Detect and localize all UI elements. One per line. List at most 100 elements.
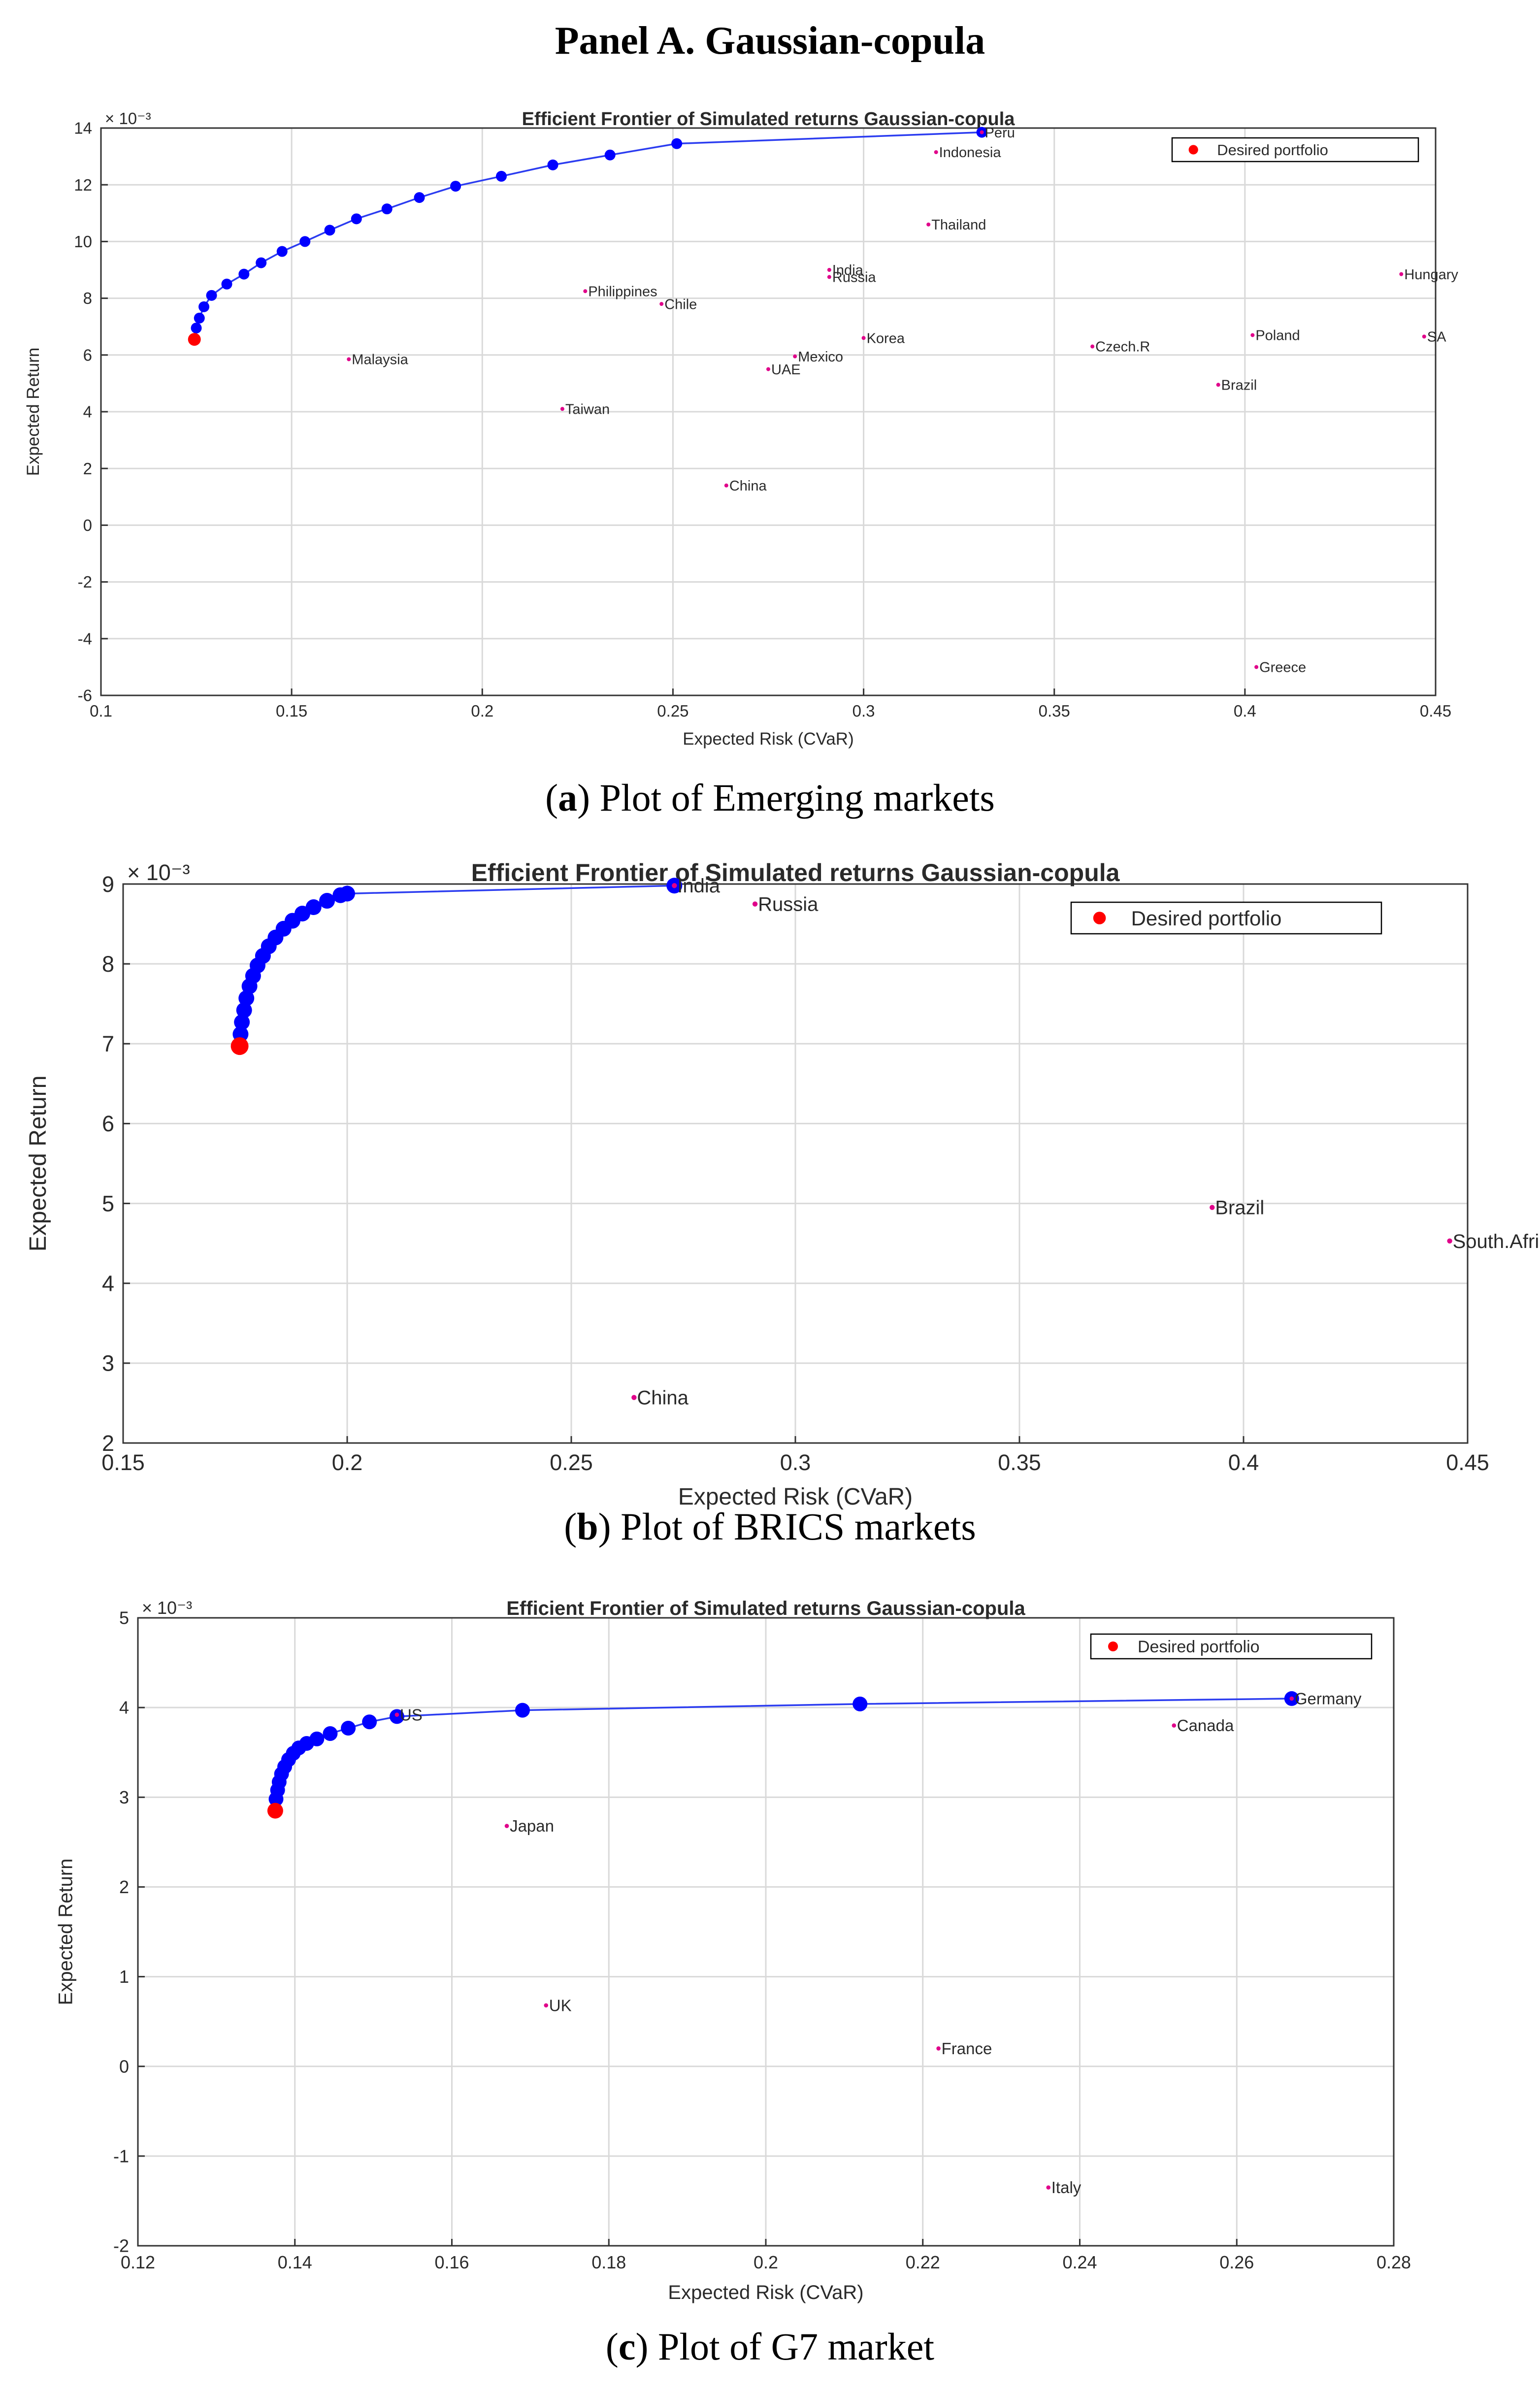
legend-box xyxy=(1090,1633,1373,1660)
x-axis-label: Expected Risk (CVaR) xyxy=(683,729,854,749)
x-tick-label: 0.2 xyxy=(754,2252,778,2272)
asset-marker-india xyxy=(672,883,677,888)
frontier-point xyxy=(319,893,335,909)
y-tick-label: -1 xyxy=(113,2146,129,2166)
asset-marker-philippines xyxy=(583,289,588,294)
asset-marker-uk xyxy=(544,2003,549,2008)
x-tick-label: 0.24 xyxy=(1062,2252,1097,2272)
y-tick-label: -2 xyxy=(78,573,92,591)
asset-marker-poland xyxy=(1250,333,1255,337)
asset-label-czech-r: Czech.R xyxy=(1095,339,1150,355)
asset-label-taiwan: Taiwan xyxy=(565,401,610,417)
y-tick-label: 5 xyxy=(119,1608,129,1628)
y-tick-label: 0 xyxy=(83,516,92,534)
x-tick-label: 0.35 xyxy=(998,1450,1041,1475)
x-tick-label: 0.18 xyxy=(591,2252,626,2272)
asset-label-south-africa: South.Africa xyxy=(1453,1231,1540,1252)
frontier-point xyxy=(299,236,311,247)
frontier-point xyxy=(238,990,255,1006)
frontier-point xyxy=(234,1014,250,1030)
frontier-point xyxy=(362,1714,377,1730)
y-tick-label: 2 xyxy=(119,1877,129,1897)
frontier-point xyxy=(381,203,393,215)
x-tick-label: 0.4 xyxy=(1234,702,1256,720)
asset-marker-sa xyxy=(1422,334,1426,339)
frontier-point xyxy=(194,312,205,324)
x-tick-label: 0.25 xyxy=(657,702,688,720)
y-tick-label: -2 xyxy=(113,2236,129,2256)
asset-marker-china xyxy=(631,1395,637,1400)
y-axis-label: Expected Return xyxy=(55,1859,76,2005)
legend-box xyxy=(1171,137,1419,163)
frontier-point xyxy=(324,225,335,236)
asset-marker-japan xyxy=(504,1824,509,1828)
asset-label-japan: Japan xyxy=(510,1817,554,1835)
legend-label: Desired portfolio xyxy=(1131,907,1282,930)
x-tick-label: 0.3 xyxy=(852,702,875,720)
asset-marker-thailand xyxy=(926,222,931,227)
panel-title: Panel A. Gaussian-copula xyxy=(555,19,985,63)
x-tick-label: 0.12 xyxy=(121,2252,155,2272)
asset-label-india: India xyxy=(677,875,720,897)
frontier-point xyxy=(206,290,217,301)
asset-label-uk: UK xyxy=(549,1996,572,2014)
frontier-point xyxy=(339,886,355,902)
asset-marker-canada xyxy=(1172,1723,1177,1728)
asset-label-italy: Italy xyxy=(1051,2178,1081,2197)
frontier-point xyxy=(323,1726,338,1741)
frontier-point xyxy=(256,257,267,268)
asset-label-thailand: Thailand xyxy=(931,217,986,233)
y-tick-label: 4 xyxy=(83,403,92,421)
asset-marker-germany xyxy=(1289,1696,1294,1701)
x-tick-label: 0.16 xyxy=(434,2252,469,2272)
asset-label-brazil: Brazil xyxy=(1221,377,1257,393)
y-tick-label: 4 xyxy=(119,1698,129,1718)
asset-label-greece: Greece xyxy=(1259,660,1306,676)
desired-portfolio-point xyxy=(188,333,201,346)
y-tick-label: 6 xyxy=(102,1111,114,1136)
desired-portfolio-point xyxy=(230,1037,249,1055)
asset-marker-czech-r xyxy=(1090,344,1095,349)
asset-label-korea: Korea xyxy=(867,330,905,346)
asset-label-philippines: Philippines xyxy=(588,284,657,299)
asset-marker-india xyxy=(827,268,831,272)
y-tick-label: 0 xyxy=(119,2056,129,2076)
y-tick-label: 9 xyxy=(102,872,114,897)
caption-c: (c) Plot of G7 market xyxy=(605,2325,935,2368)
asset-marker-indonesia xyxy=(934,150,938,154)
asset-label-russia: Russia xyxy=(832,270,877,286)
asset-label-us: US xyxy=(400,1706,423,1724)
asset-marker-brazil xyxy=(1216,383,1220,387)
frontier-point xyxy=(671,138,683,149)
asset-label-russia: Russia xyxy=(758,894,819,916)
chart-emerging: 0.1 0.15 0.2 0.25 0.3 0.35 0.4 0.45 -6 -4 -2 0 2 4 6 8 1… xyxy=(24,109,1458,749)
y-tick-label: 8 xyxy=(102,951,114,977)
exponent-label: × 10⁻³ xyxy=(105,109,151,128)
chart-brics: 0.15 0.2 0.25 0.3 0.35 0.4 0.45 2 3 4 5 6 7 8 9 × 10⁻³ E… xyxy=(25,859,1540,1510)
y-tick-label: 7 xyxy=(102,1031,114,1056)
asset-marker-china xyxy=(724,483,728,488)
y-tick-label: 14 xyxy=(74,119,92,137)
legend-box xyxy=(1070,901,1382,935)
legend-marker xyxy=(1188,145,1198,155)
asset-marker-south-africa xyxy=(1447,1238,1452,1244)
asset-label-indonesia: Indonesia xyxy=(939,145,1002,161)
y-axis-label: Expected Return xyxy=(24,348,43,476)
x-tick-label: 0.3 xyxy=(780,1450,811,1475)
x-tick-label: 0.15 xyxy=(101,1450,145,1475)
x-axis-label: Expected Risk (CVaR) xyxy=(668,2282,863,2303)
y-tick-label: -4 xyxy=(78,629,92,648)
y-axis-label: Expected Return xyxy=(25,1076,51,1252)
asset-marker-chile xyxy=(659,302,664,306)
asset-marker-france xyxy=(936,2046,941,2051)
frontier-point xyxy=(414,192,425,203)
frontier-point xyxy=(604,149,616,161)
asset-marker-korea xyxy=(861,336,866,340)
asset-label-peru: Peru xyxy=(985,125,1015,141)
asset-marker-mexico xyxy=(793,354,797,359)
frontier-point xyxy=(236,1002,252,1018)
frontier-point xyxy=(351,213,362,225)
asset-label-uae: UAE xyxy=(771,362,801,378)
asset-label-poland: Poland xyxy=(1255,328,1300,344)
asset-label-chile: Chile xyxy=(664,296,697,312)
